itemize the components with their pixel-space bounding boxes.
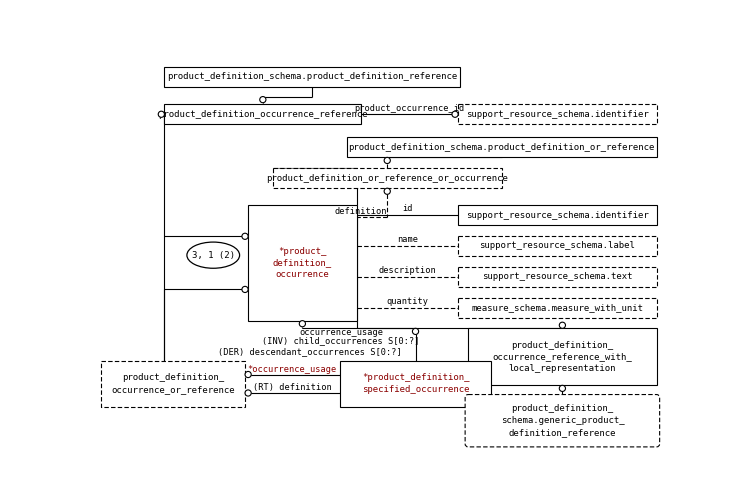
Bar	[101, 361, 245, 407]
Bar	[340, 361, 492, 407]
Text: *product_
definition_
occurrence: *product_ definition_ occurrence	[273, 246, 332, 279]
Circle shape	[559, 322, 565, 328]
Text: product_definition_
occurrence_or_reference: product_definition_ occurrence_or_refere…	[111, 373, 235, 394]
Text: support_resource_schema.label: support_resource_schema.label	[480, 241, 635, 250]
Text: quantity: quantity	[387, 297, 428, 306]
Bar	[458, 267, 656, 287]
Bar	[458, 297, 656, 317]
Text: product_definition_schema.product_definition_or_reference: product_definition_schema.product_defini…	[349, 143, 655, 152]
Text: product_definition_or_reference_or_occurrence: product_definition_or_reference_or_occur…	[266, 174, 508, 183]
Circle shape	[245, 371, 251, 378]
Bar	[458, 104, 656, 124]
Text: (RT) definition: (RT) definition	[253, 383, 332, 392]
Text: measure_schema.measure_with_unit: measure_schema.measure_with_unit	[472, 303, 644, 312]
Text: (DER) descendant_occurrences S[0:?]: (DER) descendant_occurrences S[0:?]	[218, 347, 402, 356]
Text: support_resource_schema.identifier: support_resource_schema.identifier	[466, 110, 649, 119]
Circle shape	[260, 97, 266, 103]
Bar	[346, 137, 656, 157]
Text: 3, 1 (2): 3, 1 (2)	[191, 250, 235, 260]
Circle shape	[158, 111, 165, 117]
Text: product_definition_
schema.generic_product_
definition_reference: product_definition_ schema.generic_produ…	[501, 404, 624, 437]
Circle shape	[245, 390, 251, 396]
Bar	[458, 205, 656, 225]
Circle shape	[242, 233, 248, 239]
Bar	[165, 66, 460, 87]
Text: product_definition_
occurrence_reference_with_
local_representation: product_definition_ occurrence_reference…	[492, 341, 633, 373]
Bar	[458, 236, 656, 256]
Bar	[248, 205, 357, 320]
Bar	[468, 328, 656, 385]
FancyBboxPatch shape	[465, 394, 659, 447]
Text: (INV) child_occurrences S[0:?]: (INV) child_occurrences S[0:?]	[262, 336, 420, 345]
Bar	[165, 104, 361, 124]
Circle shape	[384, 188, 390, 194]
Text: product_occurrence_id: product_occurrence_id	[355, 104, 465, 113]
Text: *occurrence_usage: *occurrence_usage	[247, 365, 337, 374]
Circle shape	[299, 320, 305, 327]
Circle shape	[384, 157, 390, 163]
Text: description: description	[378, 266, 437, 275]
Circle shape	[559, 385, 565, 391]
Text: occurrence_usage: occurrence_usage	[299, 327, 383, 337]
Circle shape	[413, 328, 419, 334]
Circle shape	[452, 111, 458, 117]
Text: support_resource_schema.identifier: support_resource_schema.identifier	[466, 211, 649, 220]
Text: *product_definition_
specified_occurrence: *product_definition_ specified_occurrenc…	[362, 373, 469, 394]
Text: id: id	[402, 205, 413, 213]
Text: definition: definition	[334, 207, 387, 216]
Circle shape	[242, 286, 248, 293]
Text: product_definition_occurrence_reference: product_definition_occurrence_reference	[158, 110, 368, 119]
Bar	[273, 168, 501, 188]
Text: name: name	[397, 235, 418, 244]
Ellipse shape	[187, 242, 240, 268]
Text: product_definition_schema.product_definition_reference: product_definition_schema.product_defini…	[168, 72, 457, 81]
Text: support_resource_schema.text: support_resource_schema.text	[482, 272, 633, 281]
